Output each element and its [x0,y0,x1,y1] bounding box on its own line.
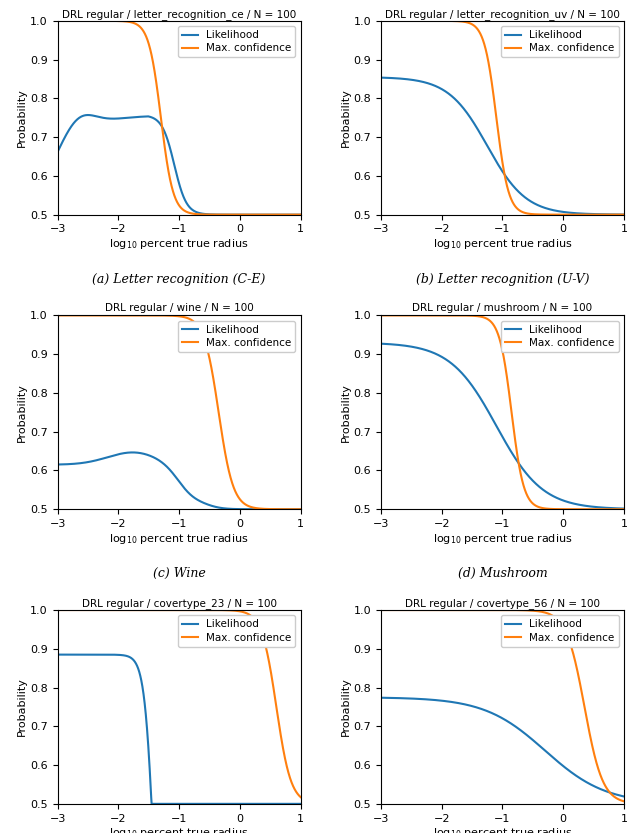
Title: DRL regular / letter_recognition_uv / N = 100: DRL regular / letter_recognition_uv / N … [385,8,620,19]
Text: (b) Letter recognition (U-V): (b) Letter recognition (U-V) [416,272,589,286]
Text: (d) Mushroom: (d) Mushroom [458,567,547,581]
X-axis label: log$_{10}$ percent true radius: log$_{10}$ percent true radius [433,531,572,546]
X-axis label: log$_{10}$ percent true radius: log$_{10}$ percent true radius [109,237,249,251]
X-axis label: log$_{10}$ percent true radius: log$_{10}$ percent true radius [433,826,572,833]
Legend: Likelihood, Max. confidence: Likelihood, Max. confidence [178,321,296,352]
Legend: Likelihood, Max. confidence: Likelihood, Max. confidence [501,26,619,57]
Legend: Likelihood, Max. confidence: Likelihood, Max. confidence [178,616,296,646]
X-axis label: log$_{10}$ percent true radius: log$_{10}$ percent true radius [109,531,249,546]
Title: DRL regular / wine / N = 100: DRL regular / wine / N = 100 [105,303,253,313]
Legend: Likelihood, Max. confidence: Likelihood, Max. confidence [501,616,619,646]
Y-axis label: Probability: Probability [340,677,351,736]
Legend: Likelihood, Max. confidence: Likelihood, Max. confidence [178,26,296,57]
Title: DRL regular / covertype_23 / N = 100: DRL regular / covertype_23 / N = 100 [82,598,276,609]
Y-axis label: Probability: Probability [340,88,351,147]
X-axis label: log$_{10}$ percent true radius: log$_{10}$ percent true radius [433,237,572,251]
Title: DRL regular / covertype_56 / N = 100: DRL regular / covertype_56 / N = 100 [405,598,600,609]
X-axis label: log$_{10}$ percent true radius: log$_{10}$ percent true radius [109,826,249,833]
Title: DRL regular / mushroom / N = 100: DRL regular / mushroom / N = 100 [412,303,593,313]
Y-axis label: Probability: Probability [340,383,351,441]
Text: (c) Wine: (c) Wine [153,567,205,581]
Y-axis label: Probability: Probability [17,88,28,147]
Legend: Likelihood, Max. confidence: Likelihood, Max. confidence [501,321,619,352]
Title: DRL regular / letter_recognition_ce / N = 100: DRL regular / letter_recognition_ce / N … [62,8,296,19]
Text: (a) Letter recognition (C-E): (a) Letter recognition (C-E) [92,272,266,286]
Y-axis label: Probability: Probability [17,383,28,441]
Y-axis label: Probability: Probability [17,677,28,736]
